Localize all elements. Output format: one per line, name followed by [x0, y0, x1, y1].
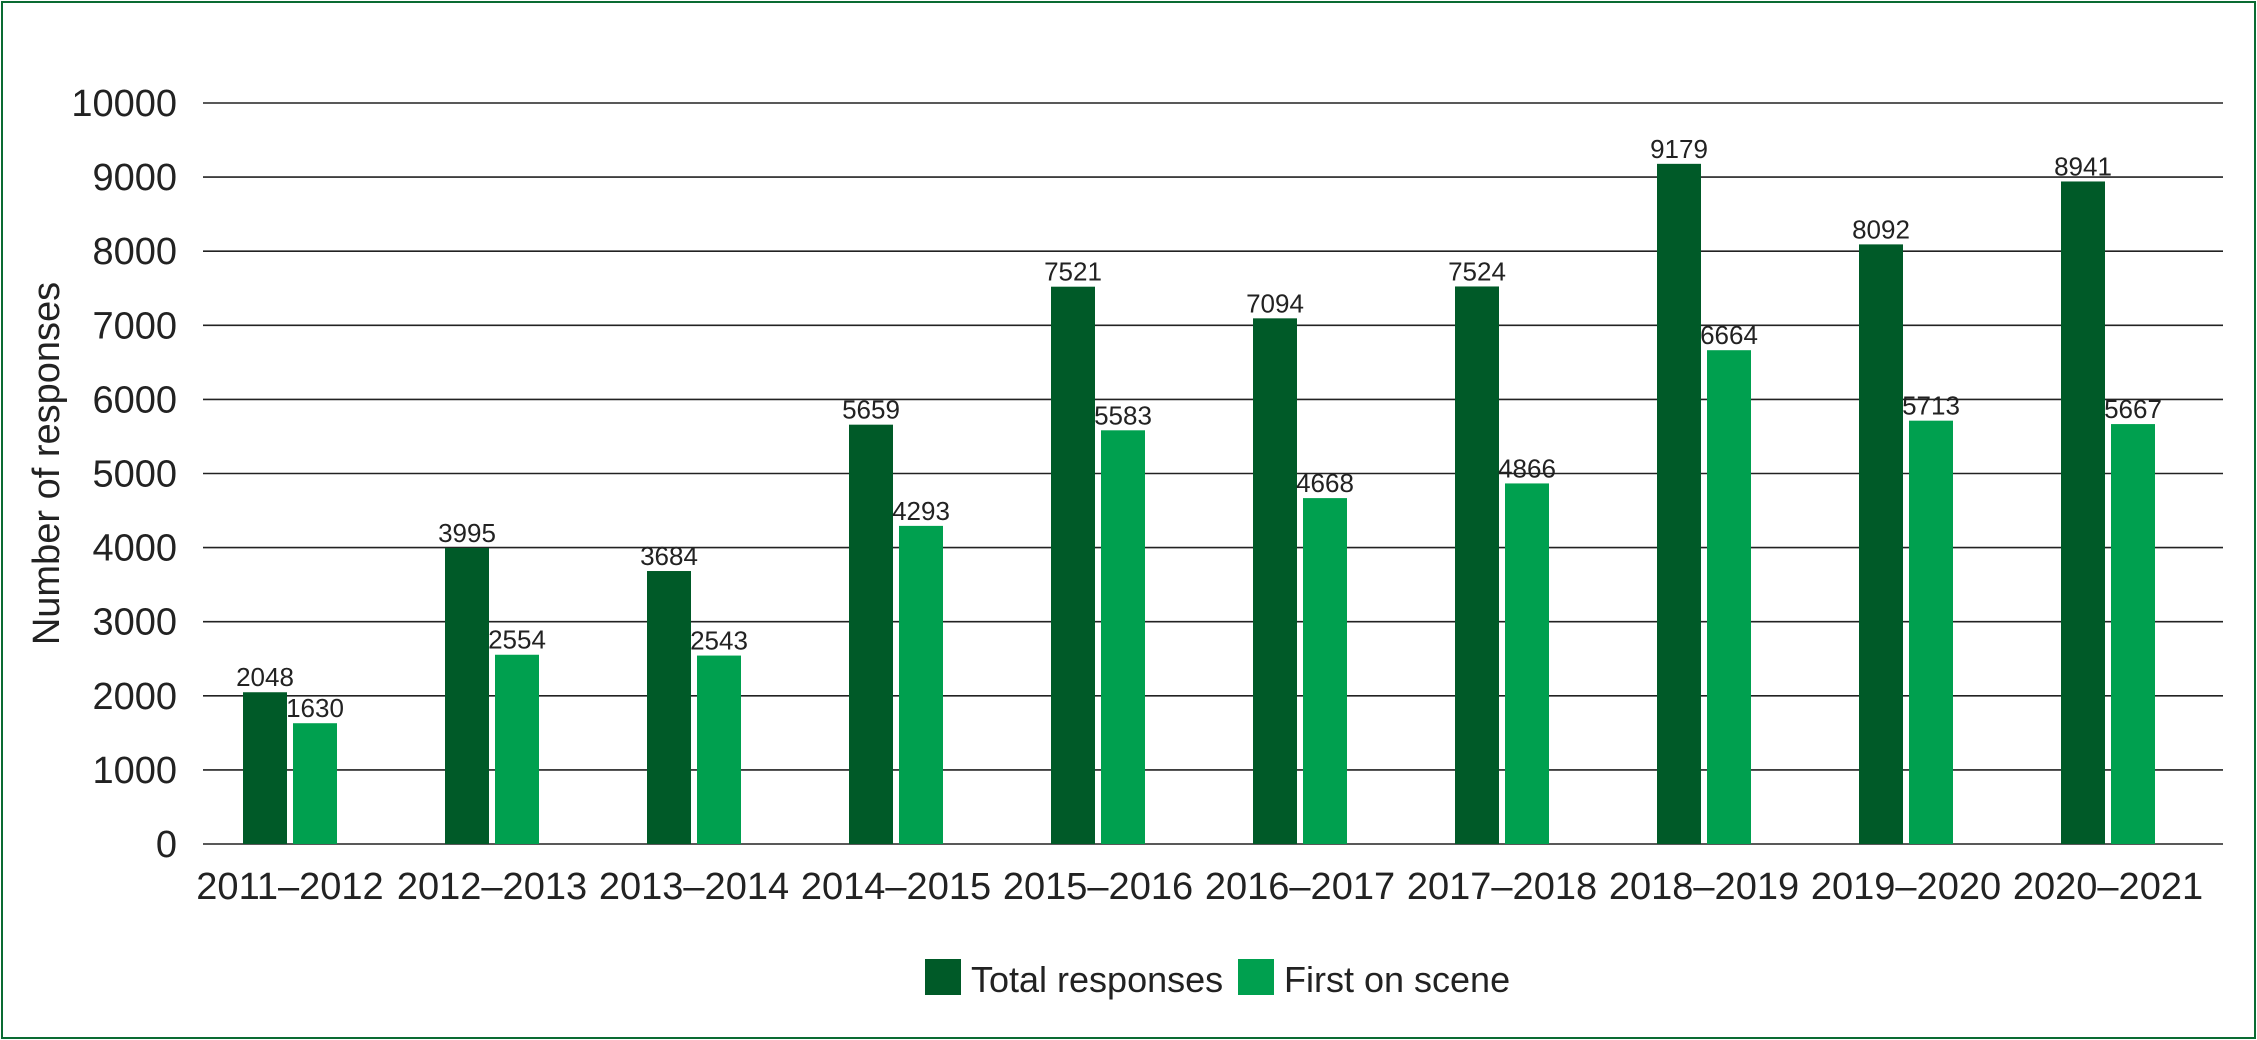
legend-swatch: [925, 959, 961, 995]
data-label: 5583: [1094, 400, 1152, 430]
bar-total-responses: [243, 692, 287, 844]
bar-total-responses: [2061, 181, 2105, 844]
bar-first-on-scene: [1505, 483, 1549, 844]
bar-total-responses: [1051, 286, 1095, 844]
data-label: 6664: [1700, 320, 1758, 350]
y-axis-tick-labels: 0 1000 2000 3000 4000 5000 6000 7000 8000 9000 100…: [71, 83, 177, 866]
legend-label: First on scene: [1284, 959, 1510, 1000]
data-label: 3684: [640, 541, 698, 571]
y-tick-label: 10000: [71, 83, 177, 125]
data-label: 7521: [1044, 257, 1102, 287]
data-label: 9179: [1650, 134, 1708, 164]
data-label: 2554: [488, 625, 546, 655]
x-tick-label: 2011–2012: [196, 866, 383, 908]
data-label: 7094: [1246, 288, 1304, 318]
y-axis-title: Number of responses: [26, 282, 68, 645]
data-label: 5667: [2104, 394, 2162, 424]
bar-first-on-scene: [1101, 430, 1145, 844]
legend-label: Total responses: [971, 959, 1223, 1000]
bar-total-responses: [445, 547, 489, 844]
y-tick-label: 4000: [92, 528, 177, 570]
y-tick-label: 2000: [92, 676, 177, 718]
bar-total-responses: [1455, 286, 1499, 845]
data-label: 4293: [892, 496, 950, 526]
bar-first-on-scene: [1909, 420, 1953, 844]
x-tick-label: 2018–2019: [1609, 866, 1799, 908]
y-tick-label: 6000: [92, 379, 177, 421]
bar-total-responses: [647, 571, 691, 844]
y-tick-label: 0: [156, 824, 177, 866]
bar-first-on-scene: [697, 655, 741, 844]
data-label: 5713: [1902, 391, 1960, 421]
x-tick-label: 2017–2018: [1407, 866, 1597, 908]
y-tick-label: 9000: [92, 157, 177, 199]
x-tick-label: 2016–2017: [1205, 866, 1395, 908]
x-axis-tick-labels: 2011–2012 2012–2013 2013–2014 2014–2015 2015…: [196, 866, 2203, 908]
y-tick-label: 8000: [92, 231, 177, 273]
x-tick-label: 2020–2021: [2013, 866, 2203, 908]
data-label: 2543: [690, 626, 748, 656]
data-label: 7524: [1448, 256, 1506, 286]
gridlines: [203, 102, 2223, 845]
x-tick-label: 2013–2014: [599, 866, 789, 908]
legend: Total responses First on scene: [925, 959, 1510, 1000]
data-label: 2048: [236, 662, 294, 692]
bar-total-responses: [1253, 318, 1297, 844]
data-label: 5659: [842, 395, 900, 425]
bar-total-responses: [1657, 163, 1701, 844]
data-label: 3995: [438, 518, 496, 548]
legend-swatch: [1238, 959, 1274, 995]
y-tick-label: 5000: [92, 454, 177, 496]
data-label: 8941: [2054, 151, 2112, 181]
data-label: 8092: [1852, 214, 1910, 244]
x-tick-label: 2015–2016: [1003, 866, 1193, 908]
data-label: 4668: [1296, 468, 1354, 498]
x-tick-label: 2019–2020: [1811, 866, 2001, 908]
bar-first-on-scene: [1707, 350, 1751, 844]
y-tick-label: 1000: [92, 750, 177, 792]
bar-first-on-scene: [2111, 424, 2155, 844]
x-tick-label: 2012–2013: [397, 866, 587, 908]
bar-total-responses: [849, 424, 893, 844]
x-tick-label: 2014–2015: [801, 866, 991, 908]
bar-first-on-scene: [495, 654, 539, 844]
bar-total-responses: [1859, 244, 1903, 844]
y-tick-label: 7000: [92, 305, 177, 347]
data-label: 4866: [1498, 453, 1556, 483]
bar-first-on-scene: [899, 525, 943, 844]
bar-first-on-scene: [1303, 498, 1347, 844]
bar-chart: 0 1000 2000 3000 4000 5000 6000 7000 8000 9000 100…: [26, 83, 2223, 1000]
bar-first-on-scene: [293, 723, 337, 844]
y-tick-label: 3000: [92, 602, 177, 644]
data-label: 1630: [286, 693, 344, 723]
